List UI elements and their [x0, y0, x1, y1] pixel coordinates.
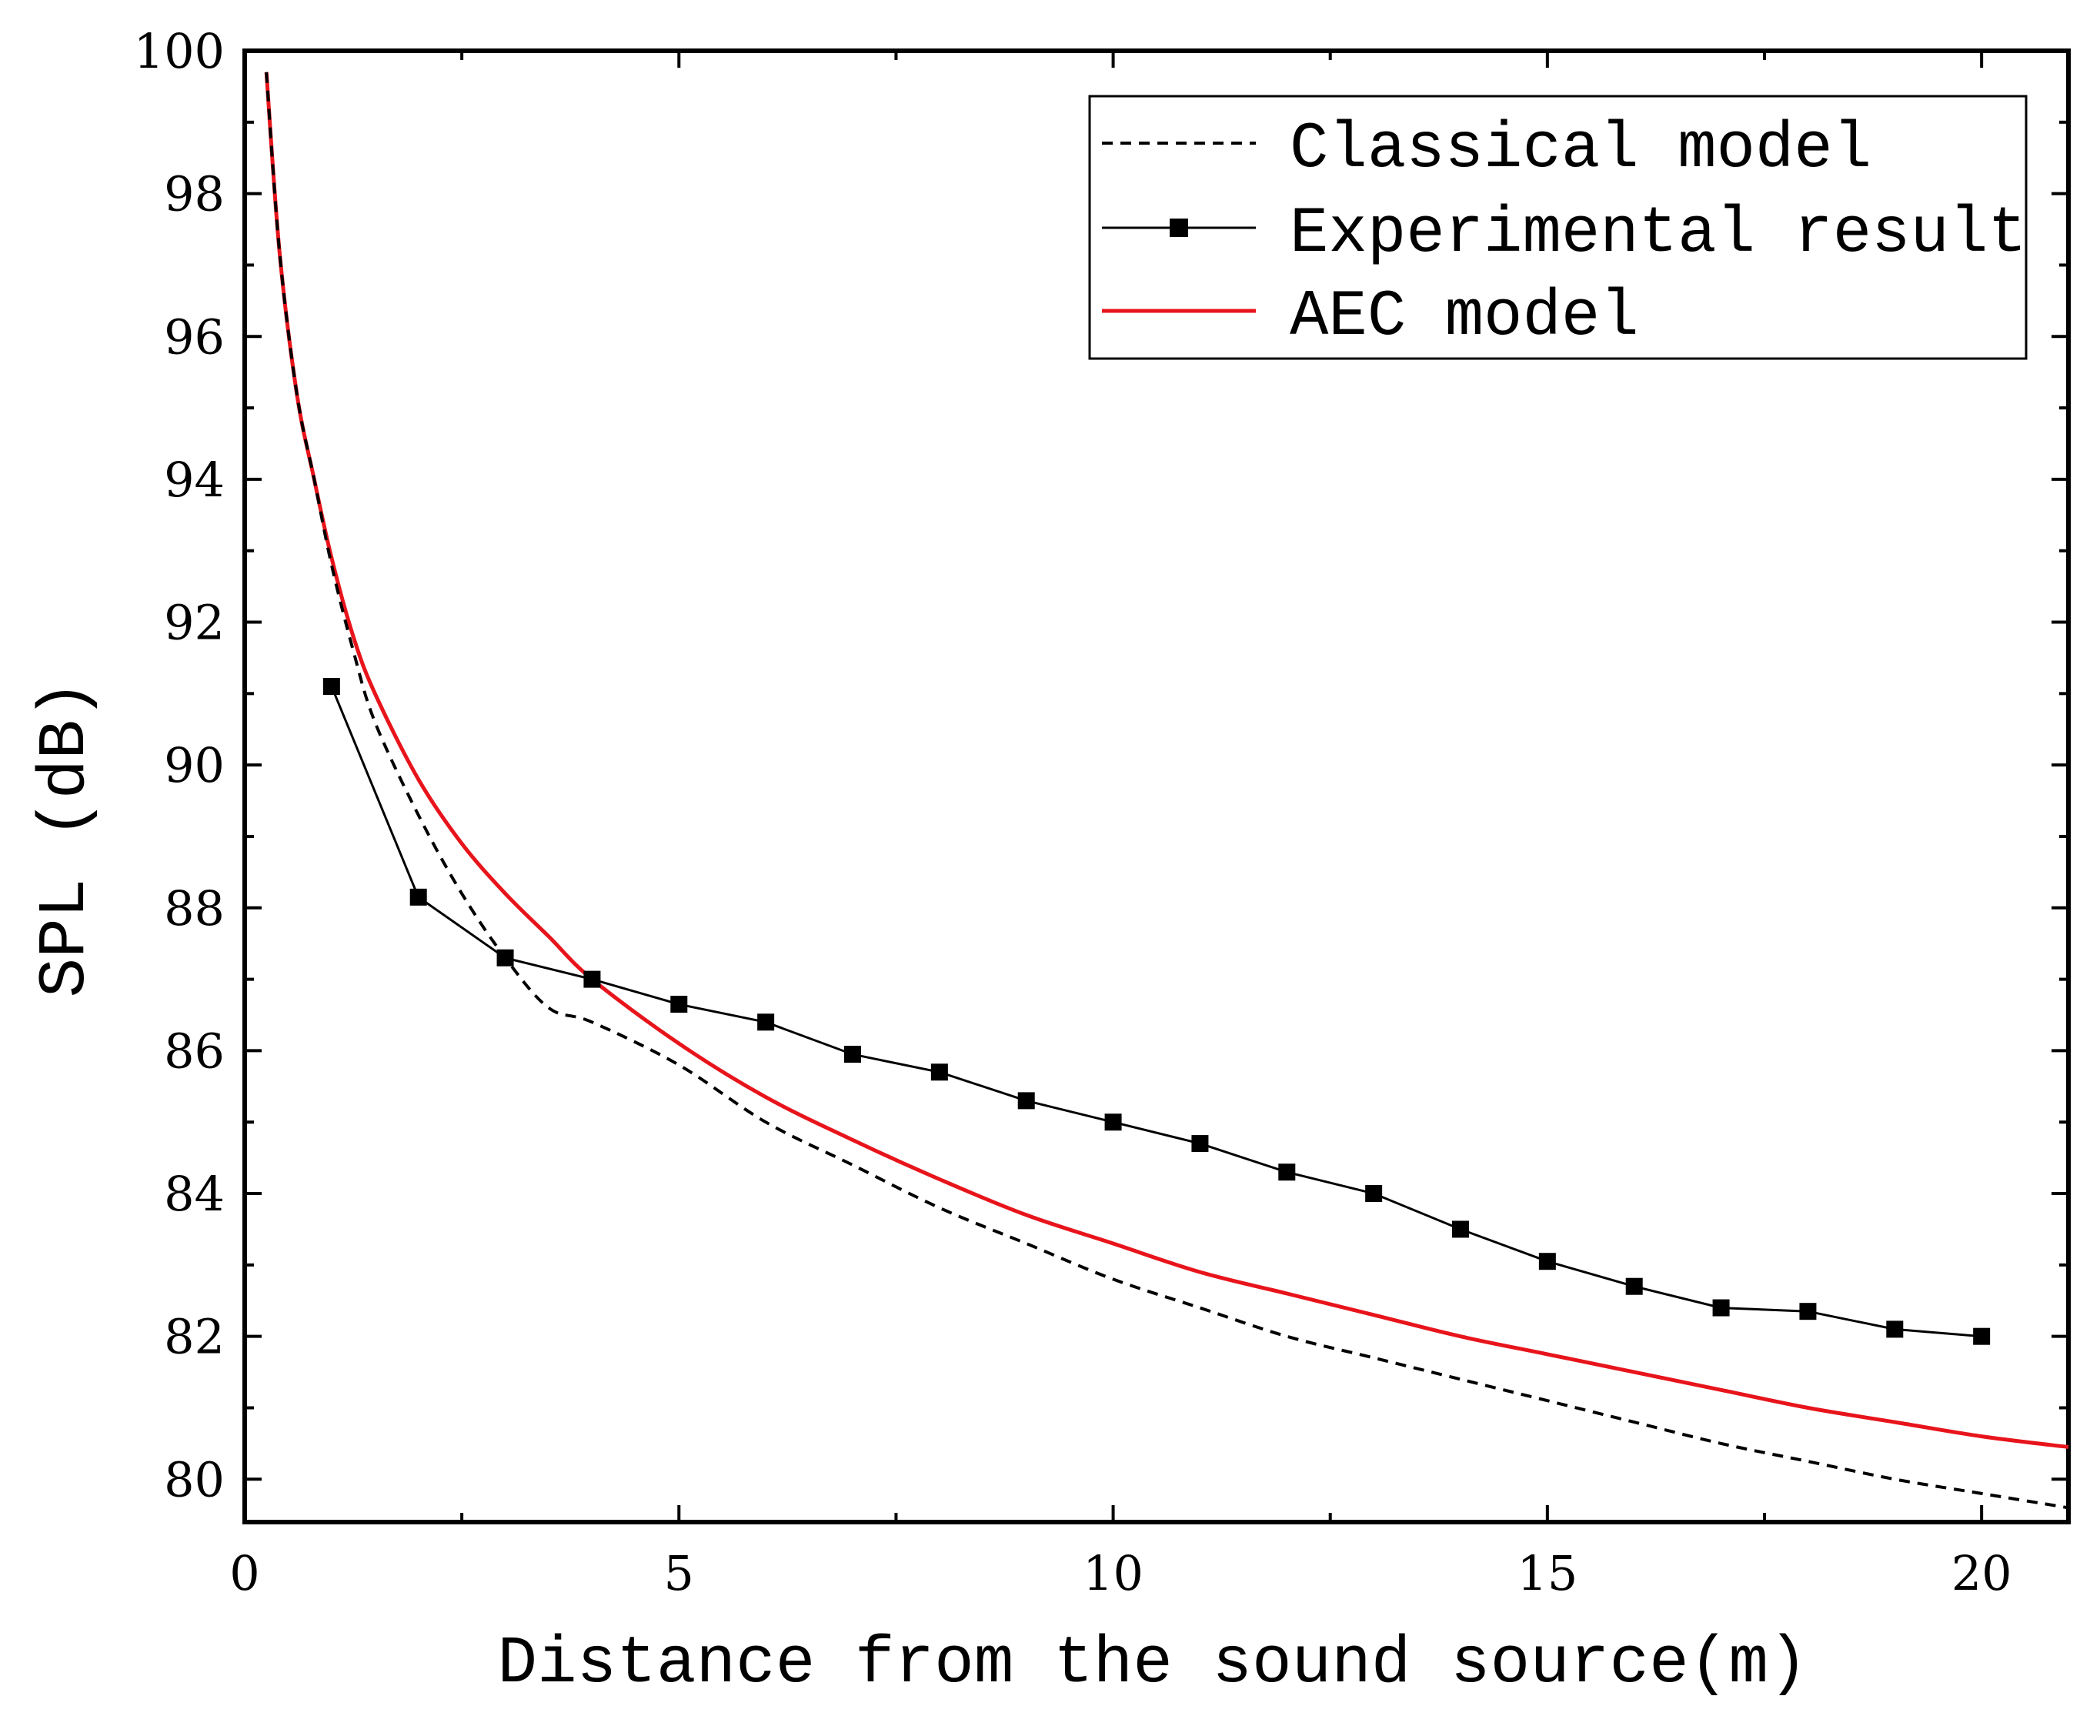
legend-label-aec: AEC model — [1290, 281, 1639, 354]
data-point — [583, 970, 601, 988]
data-point — [1452, 1220, 1469, 1238]
legend-swatch-experimental-marker — [1170, 219, 1188, 237]
data-point — [757, 1013, 775, 1031]
data-point — [844, 1046, 861, 1063]
data-point — [1191, 1135, 1209, 1153]
data-point — [1712, 1299, 1730, 1317]
data-point — [1886, 1320, 1904, 1338]
data-point — [496, 949, 514, 966]
series-aec-model — [264, 72, 2069, 1449]
data-point — [930, 1063, 948, 1081]
x-tick-label: 15 — [1517, 1545, 1578, 1601]
data-point — [322, 678, 340, 696]
legend-entry-aec: AEC model — [1102, 281, 1639, 354]
ticks: 0 5 10 15 20 80 82 84 86 88 90 92 94 96 98 100 — [134, 23, 2068, 1601]
legend-entry-classical: Classical model — [1102, 113, 1871, 186]
data-point — [1104, 1113, 1122, 1131]
aec-curve — [264, 72, 2069, 1449]
plot-frame — [242, 48, 2071, 1524]
data-point — [1799, 1303, 1817, 1320]
y-tick-label: 100 — [134, 23, 225, 79]
data-point — [1365, 1185, 1383, 1203]
y-tick-label: 94 — [164, 452, 225, 508]
y-tick-label: 86 — [164, 1023, 225, 1079]
y-tick-label: 96 — [164, 309, 225, 365]
data-point — [1538, 1253, 1556, 1270]
experimental-line — [330, 686, 1982, 1338]
data-point — [670, 996, 688, 1013]
legend-label-experimental: Experimental result — [1290, 198, 2027, 271]
data-point — [409, 888, 427, 906]
x-tick-label: 5 — [664, 1545, 694, 1601]
x-tick-label: 20 — [1951, 1545, 2012, 1601]
x-axis-title: Distance from the sound source(m) — [497, 1626, 1808, 1701]
x-tick-label: 10 — [1083, 1545, 1143, 1601]
y-axis-title: SPL (dB) — [28, 680, 103, 998]
legend-entry-experimental: Experimental result — [1102, 198, 2027, 271]
series-experimental-result — [322, 678, 1991, 1345]
data-point — [1278, 1163, 1296, 1181]
y-tick-label: 90 — [164, 737, 225, 793]
data-point — [1973, 1327, 1991, 1345]
x-tick-label: 0 — [229, 1545, 259, 1601]
y-tick-label: 84 — [164, 1166, 225, 1222]
data-point — [1017, 1092, 1035, 1110]
legend-label-classical: Classical model — [1290, 113, 1871, 186]
y-tick-label: 88 — [164, 880, 225, 936]
y-tick-label: 80 — [164, 1451, 225, 1507]
legend: Classical model Experimental result AEC … — [1088, 95, 2028, 360]
y-tick-label: 98 — [164, 166, 225, 222]
series-layer — [264, 72, 2069, 1510]
data-point — [1625, 1277, 1643, 1295]
y-tick-label: 92 — [164, 595, 225, 651]
y-tick-label: 82 — [164, 1309, 225, 1365]
